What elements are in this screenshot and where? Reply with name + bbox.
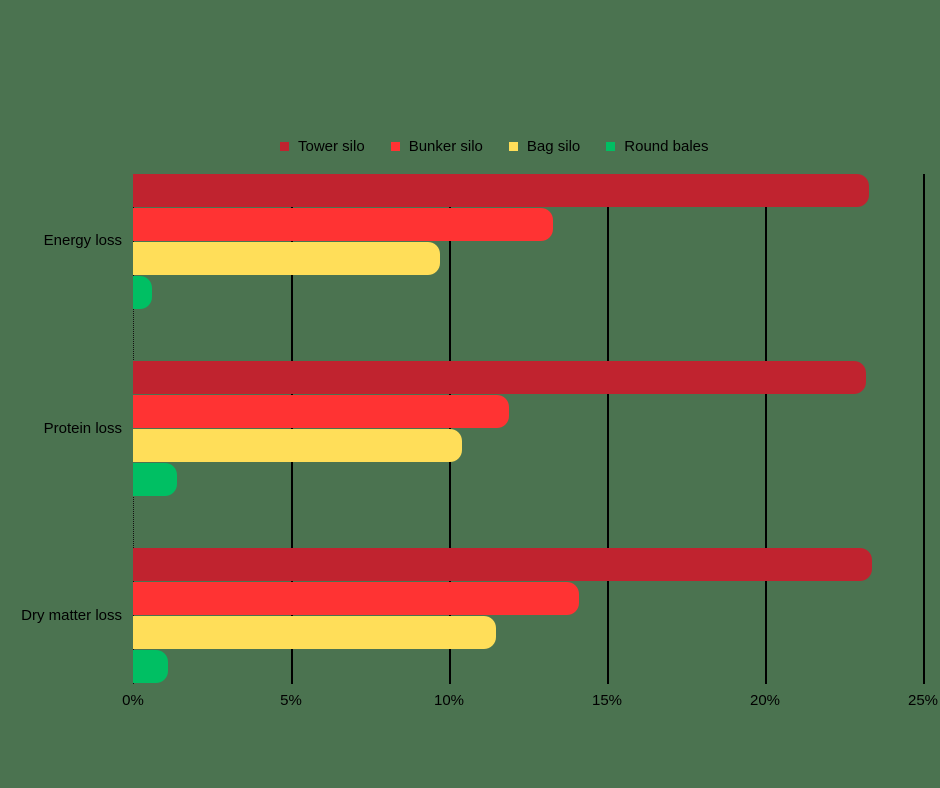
bar-tower-silo <box>133 361 867 394</box>
legend-swatch-icon <box>280 142 289 151</box>
x-tick-label: 20% <box>749 692 781 709</box>
legend-label: Bag silo <box>526 138 581 155</box>
bar-bag-silo <box>133 616 497 649</box>
bar-bunker-silo <box>133 582 579 615</box>
x-tick-label: 10% <box>433 692 465 709</box>
category-label-protein: Protein loss <box>43 420 122 437</box>
plot-area <box>133 174 925 684</box>
legend-label: Round bales <box>624 138 709 155</box>
bar-bag-silo <box>133 429 462 462</box>
x-tick-label: 15% <box>591 692 623 709</box>
bar-bag-silo <box>133 242 440 275</box>
bar-bunker-silo <box>133 208 554 241</box>
legend-item-tower-silo: Tower silo <box>280 138 365 155</box>
x-tick-label: 25% <box>907 692 939 709</box>
bar-round-bales <box>133 463 178 496</box>
legend-label: Tower silo <box>298 138 365 155</box>
bar-tower-silo <box>133 548 873 581</box>
x-tick-label: 5% <box>280 692 302 709</box>
category-label-dry-matter: Dry matter loss <box>21 607 122 624</box>
chart-legend: Tower silo Bunker silo Bag silo Round ba… <box>280 138 735 155</box>
bar-round-bales <box>133 276 152 309</box>
x-tick-label: 0% <box>122 692 144 709</box>
bar-tower-silo <box>133 174 870 207</box>
gridline <box>607 174 609 684</box>
legend-swatch-icon <box>390 142 400 151</box>
legend-swatch-icon <box>606 142 616 151</box>
legend-swatch-icon <box>508 142 518 151</box>
bar-round-bales <box>133 650 168 683</box>
legend-label: Bunker silo <box>408 138 483 155</box>
bar-bunker-silo <box>133 395 510 428</box>
legend-item-round-bales: Round bales <box>606 138 709 155</box>
gridline <box>765 174 767 684</box>
legend-item-bunker-silo: Bunker silo <box>390 138 483 155</box>
legend-item-bag-silo: Bag silo <box>508 138 581 155</box>
gridline <box>923 174 925 684</box>
category-label-energy: Energy loss <box>43 232 122 249</box>
